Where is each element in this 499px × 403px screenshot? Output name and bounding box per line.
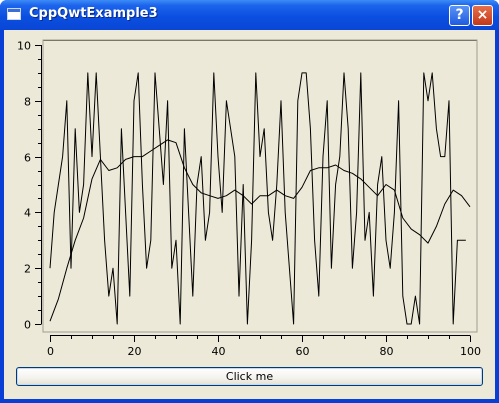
x-tick-label: 100 (460, 345, 481, 358)
x-tick-label: 60 (296, 345, 310, 358)
window-bottom-border (0, 399, 499, 403)
series-line-smoothed (49, 139, 471, 322)
client-area: 0 2 4 6 8 10 0 20 40 60 80 100 Click me (4, 30, 495, 399)
x-tick-label: 80 (380, 345, 394, 358)
y-tick-label: 10 (17, 40, 31, 53)
window-title: CppQwtExample3 (29, 6, 158, 21)
x-tick-label: 0 (47, 345, 54, 358)
y-tick-label: 2 (24, 263, 31, 276)
y-tick-label: 6 (24, 152, 31, 165)
plot-canvas (42, 39, 478, 333)
x-tick-label: 20 (128, 345, 142, 358)
y-tick-label: 8 (24, 96, 31, 109)
y-tick-label: 4 (24, 207, 31, 220)
series-line-raw (49, 72, 466, 325)
y-tick-label: 0 (24, 319, 31, 332)
x-tick-label: 40 (212, 345, 226, 358)
click-me-button[interactable]: Click me (16, 367, 483, 386)
app-window-icon (7, 8, 21, 20)
help-button[interactable]: ? (449, 5, 470, 26)
title-bar[interactable]: CppQwtExample3 ? × (0, 0, 499, 30)
close-button[interactable]: × (472, 5, 493, 26)
